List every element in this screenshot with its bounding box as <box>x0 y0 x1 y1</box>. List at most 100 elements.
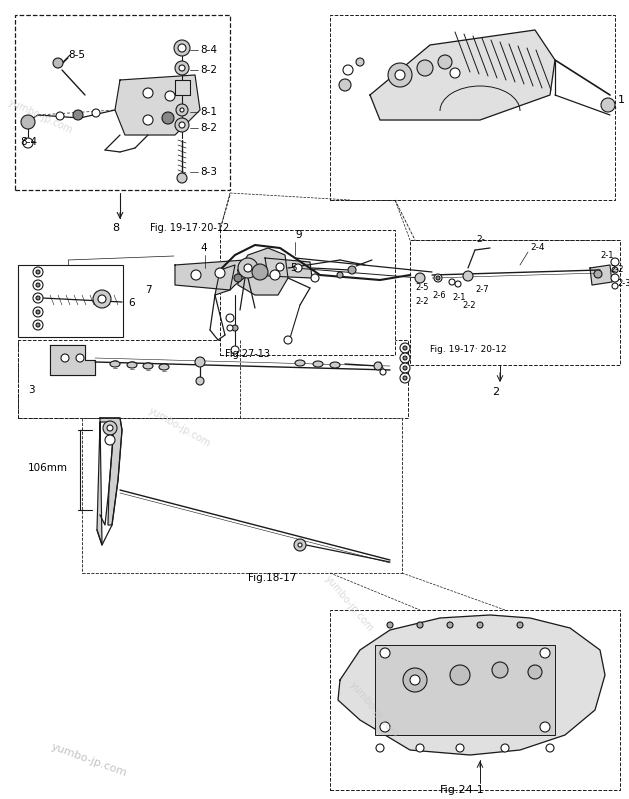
Circle shape <box>376 744 384 752</box>
Circle shape <box>540 722 550 732</box>
Ellipse shape <box>127 362 137 368</box>
Circle shape <box>98 295 106 303</box>
Text: 2-6: 2-6 <box>432 291 445 300</box>
Circle shape <box>294 264 302 272</box>
Circle shape <box>36 310 40 314</box>
Circle shape <box>388 63 412 87</box>
Circle shape <box>143 88 153 98</box>
Circle shape <box>231 346 239 354</box>
Circle shape <box>380 369 386 375</box>
Circle shape <box>356 58 364 66</box>
Circle shape <box>177 173 187 183</box>
Circle shape <box>33 307 43 317</box>
Circle shape <box>450 665 470 685</box>
Circle shape <box>348 266 356 274</box>
Polygon shape <box>215 265 235 295</box>
Circle shape <box>417 60 433 76</box>
Text: Fig.18-17: Fig.18-17 <box>248 573 296 583</box>
Circle shape <box>23 138 33 148</box>
Text: 6: 6 <box>128 298 135 308</box>
Text: 2-4: 2-4 <box>530 243 545 252</box>
Circle shape <box>73 110 83 120</box>
Circle shape <box>455 281 461 287</box>
Circle shape <box>449 279 455 285</box>
Circle shape <box>436 276 440 280</box>
Circle shape <box>477 622 483 628</box>
Circle shape <box>33 267 43 277</box>
Circle shape <box>175 61 189 75</box>
Circle shape <box>103 421 117 435</box>
Text: 8-2: 8-2 <box>200 123 217 133</box>
Circle shape <box>276 263 284 271</box>
Circle shape <box>33 320 43 330</box>
Circle shape <box>434 274 442 282</box>
Circle shape <box>410 675 420 685</box>
Circle shape <box>343 65 353 75</box>
Circle shape <box>180 108 184 112</box>
Text: 3: 3 <box>28 385 35 395</box>
Circle shape <box>456 744 464 752</box>
Circle shape <box>244 264 252 272</box>
Text: 4: 4 <box>200 243 206 253</box>
Bar <box>330 15 615 200</box>
Bar <box>375 645 555 735</box>
Ellipse shape <box>313 361 323 367</box>
Text: yumbo-jp.com: yumbo-jp.com <box>323 573 376 634</box>
Circle shape <box>105 435 115 445</box>
Circle shape <box>196 377 204 385</box>
Text: Fig. 19-17·20-12: Fig. 19-17·20-12 <box>150 223 229 233</box>
Circle shape <box>416 744 424 752</box>
Circle shape <box>61 354 69 362</box>
Circle shape <box>447 622 453 628</box>
Text: 8-4: 8-4 <box>200 45 217 55</box>
Polygon shape <box>238 248 288 295</box>
Text: yumbo-jp.com: yumbo-jp.com <box>7 97 75 135</box>
Text: 2-1: 2-1 <box>452 293 465 303</box>
Circle shape <box>56 112 64 120</box>
Text: 7: 7 <box>145 285 152 295</box>
Polygon shape <box>115 75 200 135</box>
Text: 8-3: 8-3 <box>200 167 217 177</box>
Circle shape <box>337 272 343 278</box>
Circle shape <box>53 58 63 68</box>
Text: 8-4: 8-4 <box>20 137 37 147</box>
Text: 2: 2 <box>492 387 499 397</box>
Circle shape <box>36 270 40 274</box>
Circle shape <box>92 109 100 117</box>
Circle shape <box>517 622 523 628</box>
Circle shape <box>21 115 35 129</box>
Circle shape <box>33 280 43 290</box>
Circle shape <box>143 115 153 125</box>
Bar <box>18 265 123 337</box>
Bar <box>330 610 620 790</box>
Circle shape <box>403 356 407 360</box>
Polygon shape <box>50 345 95 375</box>
Circle shape <box>400 373 410 383</box>
Text: 2-: 2- <box>476 236 485 244</box>
Text: Fig.24-1: Fig.24-1 <box>440 785 485 795</box>
Circle shape <box>284 336 292 344</box>
Text: 2-1: 2-1 <box>600 251 613 260</box>
Circle shape <box>270 270 280 280</box>
Circle shape <box>387 622 393 628</box>
Circle shape <box>165 91 175 101</box>
Circle shape <box>403 346 407 350</box>
Ellipse shape <box>330 362 340 368</box>
Bar <box>82 418 402 573</box>
Circle shape <box>403 366 407 370</box>
Circle shape <box>380 722 390 732</box>
Circle shape <box>36 296 40 300</box>
Circle shape <box>612 283 618 289</box>
Circle shape <box>179 65 185 71</box>
Text: 106mm: 106mm <box>28 463 68 473</box>
Text: 5: 5 <box>290 263 297 273</box>
Circle shape <box>395 70 405 80</box>
Circle shape <box>234 274 242 282</box>
Bar <box>410 240 620 365</box>
Circle shape <box>191 270 201 280</box>
Circle shape <box>463 271 473 281</box>
Ellipse shape <box>295 360 305 366</box>
Circle shape <box>107 425 113 431</box>
Circle shape <box>162 112 174 124</box>
Text: 8-5: 8-5 <box>68 50 85 60</box>
